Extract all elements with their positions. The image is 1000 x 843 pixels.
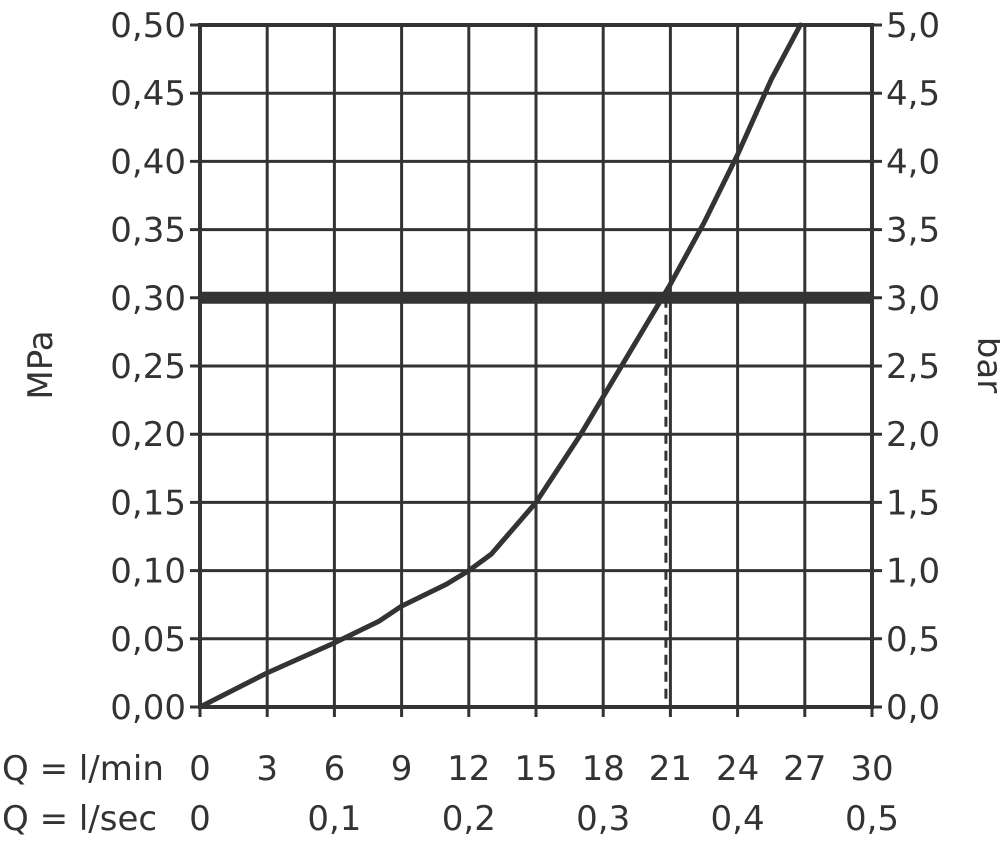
x-tick-label: 0,3: [576, 799, 630, 839]
x-row-label-l-min: Q = l/min: [2, 749, 164, 789]
y-axis-title-left: MPa: [21, 330, 61, 399]
y-right-tick-label: 5,0: [886, 6, 940, 46]
y-left-tick-label: 0,50: [110, 6, 186, 46]
y-right-tick-label: 3,0: [886, 279, 940, 319]
x-tick-label: 6: [324, 749, 346, 789]
y-right-tick-label: 4,5: [886, 74, 940, 114]
x-tick-label: 0,2: [442, 799, 496, 839]
x-tick-label: 30: [850, 749, 893, 789]
x-row-label-l-sec: Q = l/sec: [2, 799, 157, 839]
y-right-tick-label: 2,5: [886, 347, 940, 387]
series-line: [197, 22, 803, 710]
x-tick-label: 0,4: [711, 799, 765, 839]
left-tick-labels: 0,00 0,05 0,10 0,15 0,20 0,25 0,30 0,35 0,40 0,45…: [110, 6, 186, 728]
x-tick-label: 15: [514, 749, 557, 789]
y-left-tick-label: 0,05: [110, 620, 186, 660]
right-tick-labels: 0,0 0,5 1,0 1,5 2,0 2,5 3,0 3,5 4,0 4,5 5,0: [886, 6, 940, 728]
x-tick-label: 0: [189, 799, 211, 839]
y-left-tick-label: 0,25: [110, 347, 186, 387]
y-left-tick-label: 0,10: [110, 552, 186, 592]
y-right-tick-label: 2,0: [886, 415, 940, 455]
x-tick-label: 18: [582, 749, 625, 789]
x-tick-label: 12: [447, 749, 490, 789]
y-left-tick-label: 0,20: [110, 415, 186, 455]
x-tick-label: 0,1: [307, 799, 361, 839]
x-tick-row-l-min: 0 3 6 9 12 15 18 21 24 27 30: [189, 749, 893, 789]
y-right-tick-label: 4,0: [886, 142, 940, 182]
x-tick-row-l-sec: 0 0,1 0,2 0,3 0,4 0,5: [189, 799, 899, 839]
y-left-tick-label: 0,45: [110, 74, 186, 114]
y-axis-title-right: bar: [969, 337, 1000, 393]
y-left-tick-label: 0,40: [110, 142, 186, 182]
y-right-tick-label: 1,0: [886, 552, 940, 592]
y-left-tick-label: 0,30: [110, 279, 186, 319]
x-tick-label: 3: [256, 749, 278, 789]
y-left-tick-label: 0,15: [110, 483, 186, 523]
y-left-tick-label: 0,35: [110, 211, 186, 251]
x-tick-label: 0,5: [845, 799, 899, 839]
x-tick-label: 27: [783, 749, 826, 789]
y-right-tick-label: 3,5: [886, 211, 940, 251]
y-right-tick-label: 0,0: [886, 688, 940, 728]
x-tick-label: 24: [716, 749, 759, 789]
plot-frame: [198, 23, 874, 709]
x-tick-label: 0: [189, 749, 211, 789]
y-left-tick-label: 0,00: [110, 688, 186, 728]
x-tick-label: 21: [649, 749, 692, 789]
y-right-tick-label: 0,5: [886, 620, 940, 660]
grid: [190, 23, 882, 717]
y-right-tick-label: 1,5: [886, 483, 940, 523]
x-tick-label: 9: [391, 749, 413, 789]
